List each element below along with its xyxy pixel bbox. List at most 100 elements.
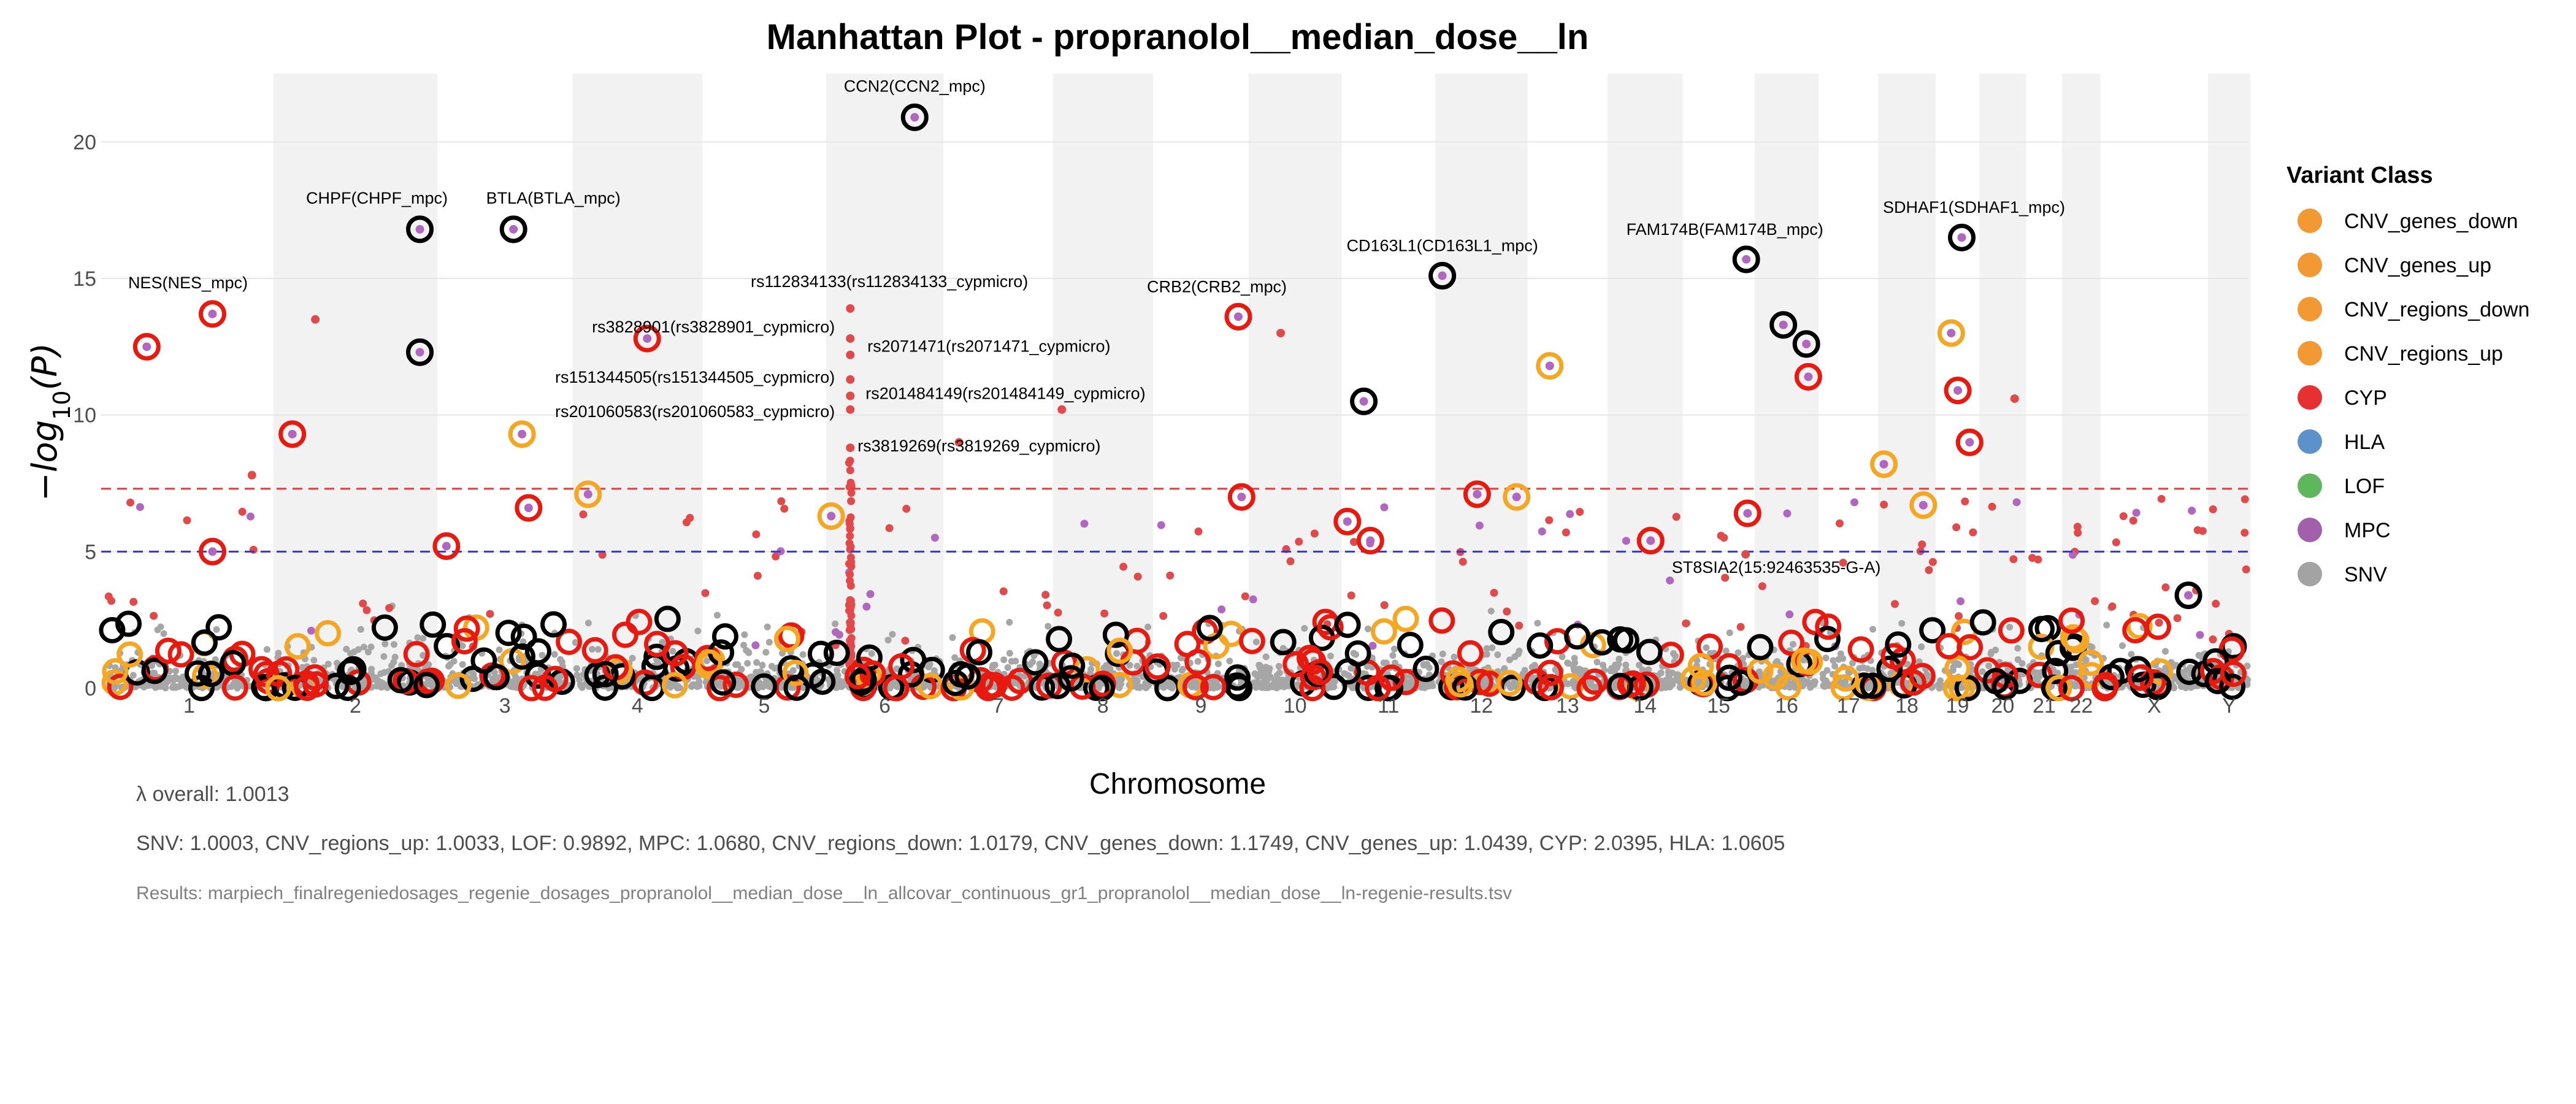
variant-point: [1839, 558, 1847, 567]
snv-point: [744, 660, 751, 667]
ring-marker: [1589, 629, 1616, 656]
snv-point: [425, 661, 432, 669]
legend-swatch: [2298, 341, 2322, 366]
variant-point: [1576, 508, 1584, 516]
chromosome-band: [2062, 74, 2101, 688]
labeled-hit-point-ring: [1732, 245, 1760, 274]
snv-point: [1639, 666, 1646, 673]
snv-point: [459, 661, 466, 668]
lambda-by-class: SNV: 1.0003, CNV_regions_up: 1.0033, LOF…: [136, 832, 1785, 855]
labeled-hit-point: [208, 309, 217, 318]
ring-marker: [1762, 663, 1789, 690]
hit-annotation: ST8SIA2(15:92463535-G-A): [1672, 558, 1881, 577]
ring-marker: [1885, 631, 1912, 658]
ring-marker: [1880, 643, 1907, 670]
ring-marker: [470, 647, 497, 674]
variant-point: [2009, 555, 2018, 564]
hit-annotation: rs151344505(rs151344505_cypmicro): [555, 368, 835, 386]
snv-point: [1327, 683, 1335, 691]
labeled-hit-point-ring: [1428, 262, 1457, 290]
variant-point: [2034, 555, 2042, 564]
variant-point: [1835, 519, 1844, 527]
ring-marker: [1370, 618, 1397, 645]
variant-point: [902, 505, 911, 513]
hit-point: [1512, 493, 1521, 502]
snv-point: [834, 672, 841, 679]
svg-text:−log10(P): −log10(P): [25, 343, 75, 501]
snv-point: [160, 630, 167, 637]
ring-marker: [2204, 667, 2231, 694]
snv-point: [1133, 662, 1141, 670]
ring-marker: [221, 674, 248, 701]
variant-point: [777, 497, 786, 505]
snv-point: [1645, 666, 1652, 673]
snv-point: [771, 665, 778, 672]
ring-marker: [2091, 675, 2118, 702]
snv-point: [1226, 657, 1233, 665]
snv-point: [1735, 649, 1742, 656]
snv-point: [377, 678, 385, 686]
cyp-point: [846, 532, 854, 540]
cyp-point: [846, 581, 855, 590]
snv-point: [367, 643, 375, 651]
x-tick-label: 7: [992, 694, 1004, 718]
ring-marker: [1909, 662, 1936, 689]
x-tick-label: 16: [1775, 694, 1798, 718]
ring-marker: [1089, 675, 1116, 702]
labeled-hit-point: [846, 391, 855, 401]
snv-point: [347, 650, 355, 657]
variant-point: [1672, 513, 1681, 521]
x-tick-label: 5: [758, 694, 770, 718]
variant-point: [1157, 521, 1165, 529]
ring-marker: [117, 641, 144, 668]
variant-point: [2161, 583, 2170, 592]
snv-point: [588, 645, 596, 653]
legend-title: Variant Class: [2287, 163, 2433, 188]
hit-point: [415, 348, 424, 357]
variant-point: [104, 592, 113, 600]
ring-marker: [205, 614, 232, 641]
hit-point: [247, 470, 256, 480]
snv-point: [1869, 626, 1877, 633]
variant-point: [247, 512, 255, 521]
snv-point: [832, 620, 839, 627]
variant-point: [359, 599, 367, 608]
snv-point: [2006, 623, 2014, 631]
ring-marker: [265, 675, 292, 702]
variant-point: [1166, 571, 1175, 580]
variant-point: [2157, 494, 2166, 503]
ring-marker: [1802, 608, 1829, 635]
snv-point: [370, 674, 377, 681]
ring-marker: [532, 674, 559, 701]
hit-point-ring: [1870, 450, 1898, 478]
ring-marker: [540, 611, 567, 638]
variant-point: [1666, 576, 1674, 585]
labeled-hit-point: [846, 350, 855, 359]
ring-marker: [1778, 629, 1805, 656]
snv-point: [357, 626, 364, 633]
variant-point: [1783, 509, 1792, 518]
ring-marker: [413, 672, 440, 699]
snv-point: [1265, 668, 1272, 675]
snv-point: [1669, 678, 1677, 685]
hit-point: [442, 542, 451, 551]
variant-point: [2188, 507, 2196, 515]
variant-point: [579, 510, 588, 519]
hit-point-ring: [2174, 581, 2202, 610]
variant-point: [1310, 529, 1319, 538]
hit-point: [142, 342, 151, 351]
ring-marker: [1144, 653, 1171, 680]
snv-point: [835, 683, 843, 690]
labeled-hit-point: [910, 113, 919, 122]
snv-point: [173, 675, 180, 682]
hit-point: [1473, 489, 1482, 499]
ring-marker: [1617, 671, 1644, 698]
snv-point: [703, 657, 710, 665]
variant-point: [129, 597, 138, 606]
variant-point: [1880, 500, 1888, 509]
variant-point: [1490, 589, 1498, 597]
labeled-hit-point: [1438, 271, 1447, 280]
x-tick-label: 8: [1097, 694, 1109, 718]
snv-point: [1670, 650, 1677, 657]
ring-marker: [1102, 621, 1129, 648]
